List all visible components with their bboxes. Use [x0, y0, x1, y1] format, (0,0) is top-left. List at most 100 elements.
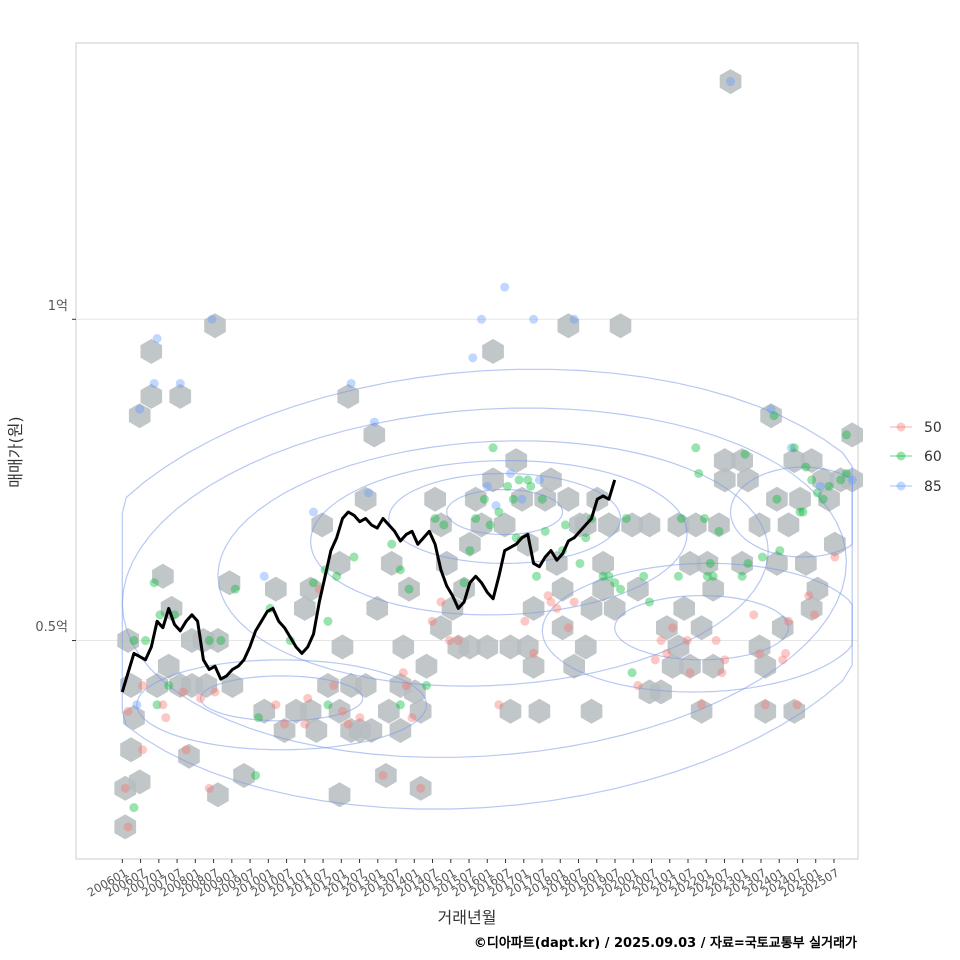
- point-60-137: [737, 571, 747, 581]
- hexbin-77: [499, 698, 522, 724]
- point-50-58: [401, 681, 411, 691]
- point-60-111: [616, 584, 626, 594]
- point-60-131: [708, 571, 718, 581]
- point-60-125: [691, 443, 701, 453]
- point-50-46: [337, 706, 347, 716]
- point-50-34: [280, 719, 290, 729]
- trend-line: [120, 479, 617, 693]
- point-50-140: [749, 610, 759, 620]
- point-85-9: [135, 404, 145, 414]
- hexbin-62: [430, 615, 452, 641]
- point-50-120: [668, 623, 678, 633]
- hexbin-41: [331, 634, 354, 660]
- point-50-150: [783, 616, 793, 626]
- point-60-112: [621, 513, 631, 523]
- point-60-129: [702, 571, 712, 581]
- hexbin-144: [806, 576, 829, 602]
- point-50-68: [453, 636, 463, 646]
- point-60-89: [523, 475, 533, 485]
- hexbin-97: [580, 698, 603, 724]
- hexbin-61: [424, 486, 446, 512]
- point-50-135: [720, 655, 730, 665]
- point-50-143: [760, 700, 770, 710]
- point-60-23: [204, 636, 214, 646]
- point-60-106: [581, 533, 591, 543]
- point-60-166: [841, 430, 851, 440]
- hexbin-124: [713, 448, 736, 474]
- hexbin-51: [375, 763, 397, 788]
- point-60-95: [537, 494, 547, 504]
- density-contour-9: [614, 594, 790, 661]
- point-60-158: [807, 475, 817, 485]
- point-50-60: [407, 713, 417, 723]
- point-50-61: [416, 783, 426, 793]
- point-85-38: [308, 507, 318, 517]
- point-50-33: [271, 700, 281, 710]
- point-85-94: [534, 475, 544, 485]
- legend-key-60: [896, 451, 906, 461]
- y-tick-label-1: 1억: [48, 299, 68, 314]
- hexbin-116: [685, 512, 707, 538]
- hexbin-140: [789, 486, 811, 512]
- density-contour-6: [136, 659, 428, 751]
- hexbin-49: [354, 486, 377, 512]
- density-contour-1: [121, 407, 847, 758]
- point-60-142: [757, 552, 767, 562]
- point-60-162: [818, 494, 828, 504]
- point-60-43: [323, 700, 333, 710]
- point-50-134: [717, 668, 727, 678]
- point-50-124: [685, 668, 695, 678]
- hexbin-33: [299, 576, 322, 602]
- point-60-152: [789, 443, 799, 453]
- point-85-87: [517, 494, 527, 504]
- hexbin-85: [534, 486, 556, 512]
- point-60-109: [604, 571, 614, 581]
- density-contour-4: [388, 472, 622, 565]
- point-50-141: [755, 648, 765, 658]
- hexbin-94: [574, 634, 597, 660]
- hexbin-55: [398, 576, 420, 602]
- point-60-45: [332, 571, 342, 581]
- point-60-69: [459, 578, 469, 588]
- hexbin-40: [340, 673, 362, 698]
- point-60-165: [836, 475, 846, 485]
- hexbin-105: [627, 576, 649, 602]
- point-50-25: [210, 687, 220, 697]
- point-60-8: [141, 636, 151, 646]
- y-axis-title: 매매가(원): [6, 416, 25, 487]
- hexbin-21: [192, 628, 215, 653]
- legend-label-85: 85: [924, 479, 942, 495]
- point-60-133: [714, 526, 724, 536]
- hexbin-118: [690, 698, 713, 724]
- hexbin-16: [169, 383, 192, 409]
- point-50-57: [398, 668, 408, 678]
- hexbin-117: [690, 615, 713, 641]
- point-50-127: [697, 700, 707, 710]
- point-50-53: [378, 770, 388, 780]
- point-60-116: [644, 597, 654, 607]
- hexbin-43: [328, 782, 351, 808]
- point-85-4: [132, 700, 142, 710]
- point-50-6: [138, 681, 148, 691]
- point-60-72: [471, 513, 481, 523]
- point-60-160: [812, 488, 822, 498]
- hexbin-101: [598, 512, 620, 538]
- point-60-163: [824, 481, 834, 491]
- point-50-153: [792, 700, 802, 710]
- point-60-64: [430, 513, 440, 523]
- hexbin-81: [522, 653, 545, 679]
- hexbin-84: [522, 595, 545, 621]
- hexbin-28: [265, 576, 287, 602]
- point-85-19: [175, 379, 185, 389]
- density-contour-0: [121, 368, 853, 810]
- point-85-75: [482, 481, 492, 491]
- point-60-55: [395, 565, 405, 575]
- hexbin-65: [441, 595, 464, 621]
- hexbin-3: [123, 705, 145, 731]
- point-60-62: [421, 681, 431, 691]
- hexbin-125: [719, 69, 742, 95]
- point-50-88: [520, 616, 530, 626]
- hexbin-17: [204, 313, 226, 339]
- legend-key-85: [896, 481, 906, 491]
